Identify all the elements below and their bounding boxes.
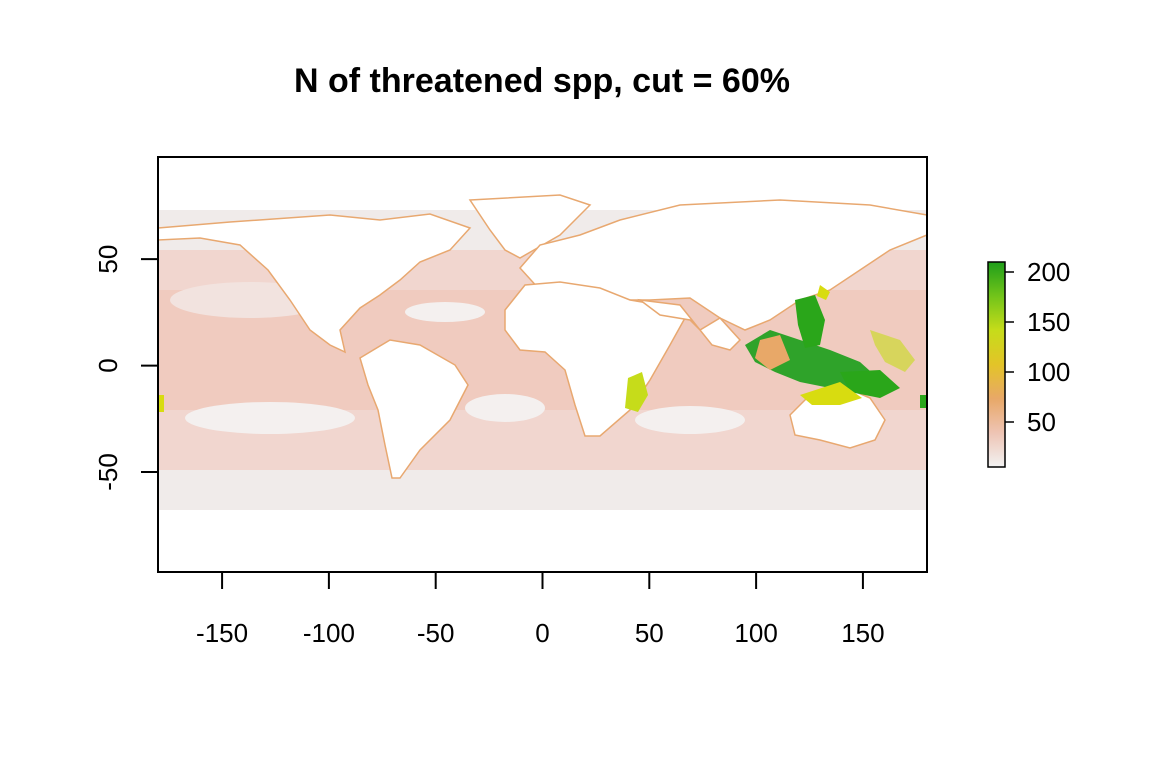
hotspot-east-africa [625, 372, 648, 412]
raster-map [157, 194, 928, 513]
y-axis: 50 0 -50 [93, 245, 159, 491]
y-tick-label: -50 [93, 453, 123, 491]
gyre-north-atlantic [405, 302, 485, 322]
plot-title: N of threatened spp, cut = 60% [294, 62, 790, 100]
legend-color-bar [987, 261, 1006, 468]
color-legend: 200 150 100 50 [987, 257, 1070, 468]
hotspot-pacific-islands [870, 330, 915, 372]
hotspot-new-guinea [840, 370, 900, 398]
legend-tick-label: 200 [1027, 257, 1070, 287]
land [157, 194, 928, 513]
land-antarctica-edge [158, 510, 927, 513]
hotspot-north-australia [800, 382, 862, 405]
x-tick-label: 50 [635, 618, 664, 648]
hotspot-japan [817, 285, 830, 300]
legend-tick-label: 100 [1027, 357, 1070, 387]
x-tick-label: -50 [417, 618, 455, 648]
land-arabia-india [637, 298, 742, 351]
hotspot-dateline-west [158, 395, 164, 412]
x-tick-label: 0 [535, 618, 549, 648]
gyre-indian [635, 406, 745, 434]
hotspot-coral-triangle [158, 285, 927, 412]
x-tick-label: 150 [841, 618, 884, 648]
land-north-america [157, 213, 472, 354]
legend-tick-label: 50 [1027, 407, 1056, 437]
y-tick-label: 50 [93, 245, 123, 274]
gyre-south-pacific [185, 402, 355, 434]
x-tick-label: -150 [196, 618, 248, 648]
x-tick-label: -100 [303, 618, 355, 648]
hotspot-dateline-east [920, 395, 927, 408]
y-tick-label: 0 [93, 358, 123, 372]
hotspot-philippines [795, 295, 825, 348]
x-tick-label: 100 [734, 618, 777, 648]
hotspot-sunda [755, 335, 790, 370]
land-south-america [359, 339, 469, 479]
x-axis: -150 -100 -50 0 50 100 150 [196, 571, 885, 648]
gyre-south-atlantic [465, 394, 545, 422]
legend-tick-label: 150 [1027, 307, 1070, 337]
